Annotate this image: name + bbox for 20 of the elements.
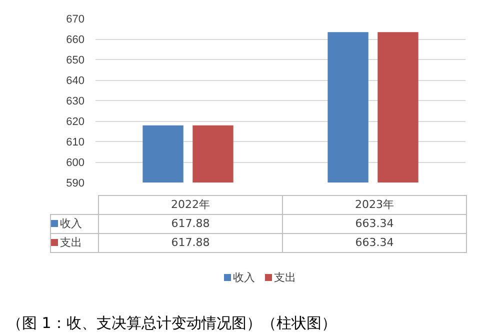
y-tick-label: 620: [66, 116, 85, 128]
data-label: 663.34: [282, 214, 466, 234]
x-tick-label: 2022年: [98, 196, 282, 214]
y-tick-label: 600: [66, 157, 85, 169]
text: （图 1：收、支决算总计变动情况图）（柱状图）: [7, 313, 336, 333]
text: 收入: [233, 271, 255, 284]
data-label: 663.34: [282, 234, 466, 252]
x-tick-label: 2023年: [282, 196, 466, 214]
y-tick-label: 640: [66, 75, 85, 87]
y-tick-label: 650: [66, 54, 85, 66]
y-tick-label: 590: [66, 178, 85, 190]
legend-label: 收入: [50, 214, 98, 234]
y-tick-label: 660: [66, 34, 85, 46]
y-tick-label: 610: [66, 136, 85, 148]
y-tick-label: 630: [66, 96, 85, 108]
y-tick-label: 670: [66, 14, 85, 26]
data-label: 617.88: [98, 214, 282, 234]
legend-label: 支出: [273, 271, 296, 284]
data-label: 617.88: [98, 234, 282, 252]
text: 支出: [60, 236, 82, 250]
